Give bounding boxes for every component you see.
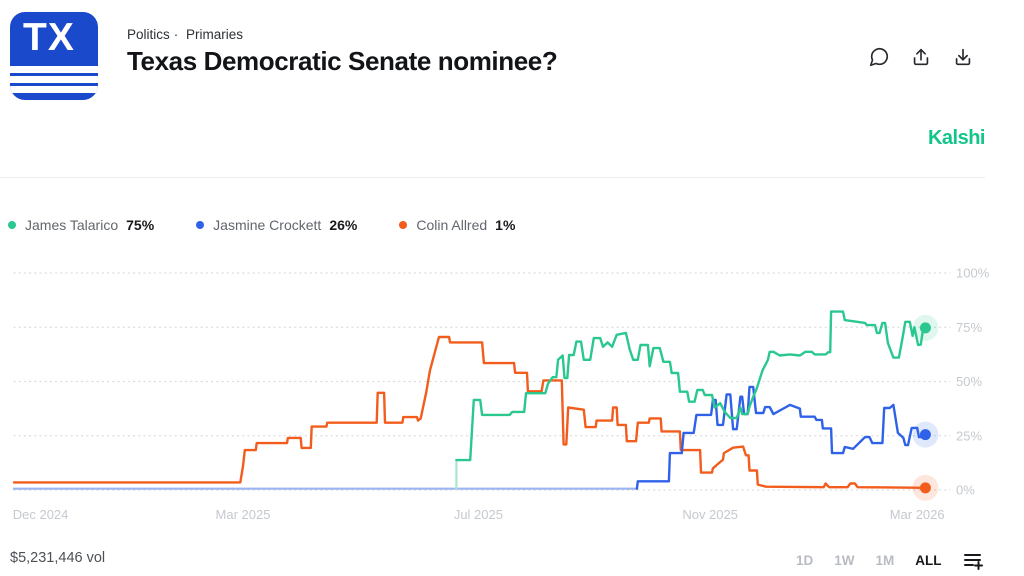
chart-line-colin-allred [12,335,927,489]
legend-dot-orange [399,221,408,229]
range-all[interactable]: ALL [915,552,942,568]
header-actions [868,46,974,68]
y-axis-label-50: 50% [956,374,982,389]
end-marker-colin-allred [919,482,931,494]
legend-item-james-talarico[interactable]: James Talarico 75% [8,217,154,233]
logo-stripe [10,86,98,93]
volume-label: $5,231,446 vol [10,550,106,566]
y-axis-label-75: 75% [956,320,982,335]
legend-name: Jasmine Crockett [213,217,322,233]
x-axis-label-dec-2024: Dec 2024 [13,507,69,522]
range-1w[interactable]: 1W [834,552,855,568]
legend-value: 26% [329,217,358,233]
breadcrumb: Politics · Primaries [127,27,247,42]
price-history-chart[interactable]: 0% 25% 50% 75% 100% Dec 2024 Mar 2025 Jul 2025 N… [0,248,1024,538]
x-axis-label-nov-2025: Nov 2025 [682,507,738,522]
logo-stripe [10,66,98,73]
legend-item-jasmine-crockett[interactable]: Jasmine Crockett 26% [196,217,357,233]
market-logo-tx: TX [10,12,98,100]
logo-stripe [10,76,98,83]
kalshi-logo[interactable]: Kalshi [927,127,986,149]
header-divider [0,177,985,178]
y-axis-label-25: 25% [956,428,982,443]
x-axis-label-jul-2025: Jul 2025 [454,507,503,522]
breadcrumb-subcategory[interactable]: Primaries [186,27,244,42]
legend-value: 1% [495,217,516,233]
breadcrumb-category[interactable]: Politics [127,27,170,42]
x-axis-label-mar-2025: Mar 2025 [216,507,271,522]
y-axis-label-0: 0% [956,483,975,498]
legend-name: Colin Allred [416,217,488,233]
comment-icon[interactable] [868,46,890,68]
market-logo-text: TX [23,16,75,59]
legend-item-colin-allred[interactable]: Colin Allred 1% [399,217,515,233]
breadcrumb-separator: · [173,27,179,42]
page-title: Texas Democratic Senate nominee? [127,46,558,76]
y-axis-label-100: 100% [956,266,990,281]
legend-name: James Talarico [25,217,119,233]
download-icon[interactable] [952,46,974,68]
legend-dot-blue [196,221,205,229]
end-marker-james-talarico [919,322,931,334]
add-to-list-icon[interactable] [963,550,983,570]
x-axis-label-mar-2026: Mar 2026 [890,507,945,522]
end-marker-jasmine-crockett [919,429,931,441]
range-1d[interactable]: 1D [796,552,814,568]
chart-legend: James Talarico 75% Jasmine Crockett 26% … [8,216,515,234]
time-range-selector: 1D 1W 1M ALL [796,550,983,570]
chart-line-james-talarico [455,310,927,462]
legend-dot-green [8,221,16,229]
share-icon[interactable] [910,46,932,68]
legend-value: 75% [126,217,155,233]
range-1m[interactable]: 1M [875,552,895,568]
